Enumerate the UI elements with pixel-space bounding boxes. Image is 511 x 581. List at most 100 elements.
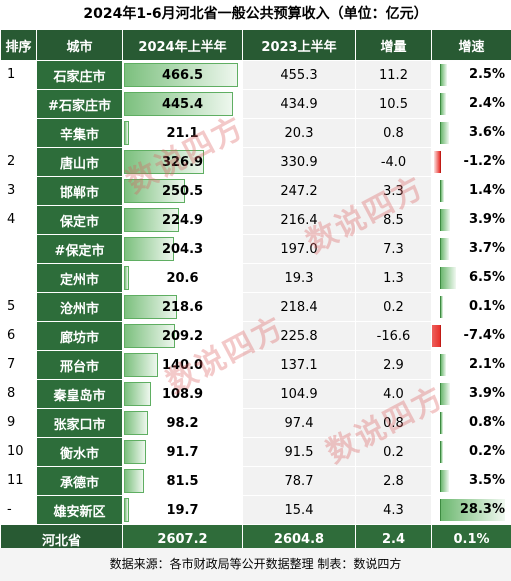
growth-rate-cell: 1.4% [431,176,511,206]
value-2024-cell: 209.2 [122,321,243,351]
rank-cell [0,118,37,148]
rank-value: 11 [7,473,24,488]
page-title: 2024年1-6月河北省一般公共预算收入（单位：亿元） [0,0,511,29]
value-2024-cell: 21.1 [122,118,243,148]
increment-value: 0.8 [355,408,432,438]
increment-value: 2.8 [355,466,432,496]
source-note: 数据来源：各市财政局等公开数据整理 制表：数说四方 [0,548,511,581]
value-bar [124,179,186,203]
rank-cell [0,89,37,119]
value-2024-cell: 19.7 [122,495,243,525]
value-2024: 204.3 [161,241,204,257]
increment-value: 10.5 [355,89,432,119]
table-row: 10 衡水市 91.7 91.5 0.2 0.2% [0,437,511,467]
value-bar [124,237,174,261]
rank-value: 9 [7,415,16,430]
table-row: - 雄安新区 19.7 15.4 4.3 28.3% [0,495,511,525]
value-2024: 21.1 [166,125,199,141]
value-2024-cell: 326.9 [122,147,243,177]
value-bar [124,324,176,348]
value-2024-cell: 204.3 [122,234,243,264]
increment-value: 4.0 [355,379,432,409]
rank-cell: - [0,495,37,525]
growth-rate: 2.5% [468,67,505,82]
growth-rate-cell: 0.1% [431,292,511,322]
value-bar [124,266,130,290]
city-name: 定州市 [36,263,123,293]
value-2024-cell: 224.9 [122,205,243,235]
value-2024: 91.7 [166,444,199,460]
rank-value: 2 [7,154,16,169]
table-row: 定州市 20.6 19.3 1.3 6.5% [0,263,511,293]
value-bar [124,150,204,174]
growth-bar-positive [440,64,447,86]
city-name: 唐山市 [36,147,123,177]
city-name: 保定市 [36,205,123,235]
growth-rate: 28.3% [459,502,505,517]
value-2023: 330.9 [242,147,356,177]
growth-rate-cell: 2.4% [431,89,511,119]
table-row: 11 承德市 81.5 78.7 2.8 3.5% [0,466,511,496]
growth-rate: 2.4% [468,96,505,111]
growth-bar-positive [440,122,450,144]
value-bar [124,295,178,319]
growth-rate-cell: 3.6% [431,118,511,148]
table-row: 1 石家庄市 466.5 455.3 11.2 2.5% [0,60,511,90]
value-2024: 445.4 [161,96,204,112]
rank-cell: 6 [0,321,37,351]
growth-rate-cell: -1.2% [431,147,511,177]
growth-bar-positive [440,383,450,405]
growth-bar-positive [440,93,447,115]
table-row: 8 秦皇岛市 108.9 104.9 4.0 3.9% [0,379,511,409]
value-2023: 225.8 [242,321,356,351]
header-city: 城市 [36,29,123,61]
value-bar [124,498,129,522]
increment-value: 4.3 [355,495,432,525]
value-2024: 19.7 [166,502,199,518]
rank-value: 10 [7,444,24,459]
growth-rate: 0.1% [468,299,505,314]
value-2024: 108.9 [161,386,204,402]
growth-bar-positive [440,354,446,376]
city-name: 沧州市 [36,292,123,322]
value-2023: 104.9 [242,379,356,409]
growth-rate: 3.6% [468,125,505,140]
growth-bar-positive [440,412,443,434]
value-bar [124,382,151,406]
growth-rate: 3.7% [468,241,505,256]
increment-value: 0.2 [355,437,432,467]
increment-value: 0.2 [355,292,432,322]
value-2024-cell: 250.5 [122,176,243,206]
growth-bar-positive [440,499,505,521]
table-row: 6 廊坊市 209.2 225.8 -16.6 -7.4% [0,321,511,351]
rank-value: 1 [7,67,16,82]
value-2023: 197.0 [242,234,356,264]
value-2024-cell: 98.2 [122,408,243,438]
rank-value: 8 [7,386,16,401]
value-bar [124,440,147,464]
city-name: #保定市 [36,234,123,264]
growth-rate-cell: 0.8% [431,408,511,438]
value-2023: 20.3 [242,118,356,148]
increment-value: 1.3 [355,263,432,293]
value-2024: 98.2 [166,415,199,431]
rank-cell: 7 [0,350,37,380]
growth-bar-negative [434,151,441,173]
growth-bar-negative [432,325,441,347]
rank-value: 4 [7,212,16,227]
growth-rate: 0.8% [468,415,505,430]
rank-cell: 2 [0,147,37,177]
increment-value: 3.3 [355,176,432,206]
growth-rate-cell: 3.9% [431,379,511,409]
growth-rate: 3.9% [468,212,505,227]
value-2024: 209.2 [161,328,204,344]
city-name: 雄安新区 [36,495,123,525]
table-row: 2 唐山市 326.9 330.9 -4.0 -1.2% [0,147,511,177]
value-2023: 247.2 [242,176,356,206]
city-name: 秦皇岛市 [36,379,123,409]
value-2024-cell: 91.7 [122,437,243,467]
value-bar [124,411,148,435]
growth-rate-cell: 0.2% [431,437,511,467]
rank-cell: 3 [0,176,37,206]
header-2023: 2023上半年 [242,29,356,61]
